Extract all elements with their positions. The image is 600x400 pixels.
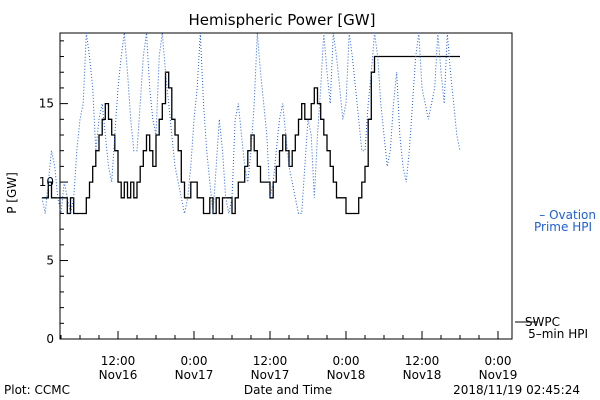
data-point-ovation	[241, 134, 242, 135]
series-line-ovation	[41, 32, 461, 214]
x-tick-time: 12:00	[405, 354, 440, 368]
series-ovation	[41, 32, 461, 214]
plot-credit: Plot: CCMC	[4, 383, 70, 397]
chart-title: Hemispheric Power [GW]	[189, 11, 376, 29]
y-axis-label: P [GW]	[5, 172, 19, 214]
data-point-ovation	[143, 56, 144, 57]
data-point-ovation	[380, 103, 381, 104]
data-point-ovation	[330, 103, 331, 104]
y-axis: 0 5 10 15	[39, 40, 68, 346]
data-point-ovation	[364, 150, 365, 151]
x-axis-label: Date and Time	[244, 383, 332, 397]
x-tick-time: 12:00	[253, 354, 288, 368]
data-point-ovation	[444, 103, 445, 104]
data-point-ovation	[425, 103, 426, 104]
series-layer	[41, 32, 461, 215]
data-point-ovation	[83, 103, 84, 104]
x-tick-date: Nov17	[251, 368, 290, 382]
data-point-ovation	[355, 87, 356, 88]
data-point-ovation	[130, 119, 131, 120]
legend-ovation-line1: – Ovation	[539, 208, 596, 222]
data-point-ovation	[168, 103, 169, 104]
data-point-ovation	[174, 166, 175, 167]
data-point-ovation	[409, 150, 410, 151]
data-point-ovation	[203, 103, 204, 104]
x-axis: 12:00Nov160:00Nov1712:00Nov170:00Nov1812…	[60, 331, 518, 382]
legend-ovation-line2: Prime HPI	[534, 220, 592, 234]
data-point-ovation	[368, 103, 369, 104]
x-tick-date: Nov17	[175, 368, 214, 382]
x-tick-date: Nov19	[479, 368, 518, 382]
y-tick-label: 0	[46, 332, 54, 346]
data-point-ovation	[108, 166, 109, 167]
data-point-ovation	[339, 87, 340, 88]
data-point-ovation	[292, 181, 293, 182]
x-tick-time: 12:00	[101, 354, 136, 368]
x-tick-time: 0:00	[333, 354, 360, 368]
data-point-ovation	[219, 119, 220, 120]
legend-swpc-line1: SWPC	[525, 315, 560, 329]
x-tick-date: Nov16	[99, 368, 138, 382]
data-point-ovation	[345, 103, 346, 104]
data-point-ovation	[361, 150, 362, 151]
data-point-ovation	[102, 103, 103, 104]
data-point-ovation	[54, 166, 55, 167]
legend-swpc-line2: 5–min HPI	[528, 327, 588, 341]
data-point-ovation	[434, 87, 435, 88]
data-point-ovation	[260, 72, 261, 73]
data-point-ovation	[459, 150, 460, 151]
series-line-swpc	[42, 55, 460, 215]
x-tick-time: 0:00	[181, 354, 208, 368]
data-point-ovation	[197, 87, 198, 88]
x-tick-date: Nov18	[327, 368, 366, 382]
legend: – Ovation Prime HPI SWPC 5–min HPI	[515, 208, 596, 341]
data-point-ovation	[209, 181, 210, 182]
y-tick-label: 10	[39, 175, 54, 189]
y-tick-label: 5	[46, 254, 54, 268]
plot-frame	[59, 32, 513, 340]
timestamp: 2018/11/19 02:45:24	[453, 383, 580, 397]
series-swpc	[42, 55, 460, 215]
data-point-ovation	[184, 213, 185, 214]
data-point-ovation	[266, 134, 267, 135]
data-point-ovation	[387, 166, 388, 167]
y-tick-label: 15	[39, 97, 54, 111]
x-tick-time: 0:00	[485, 354, 512, 368]
data-point-ovation	[92, 87, 93, 88]
data-point-ovation	[247, 181, 248, 182]
x-tick-date: Nov18	[403, 368, 442, 382]
